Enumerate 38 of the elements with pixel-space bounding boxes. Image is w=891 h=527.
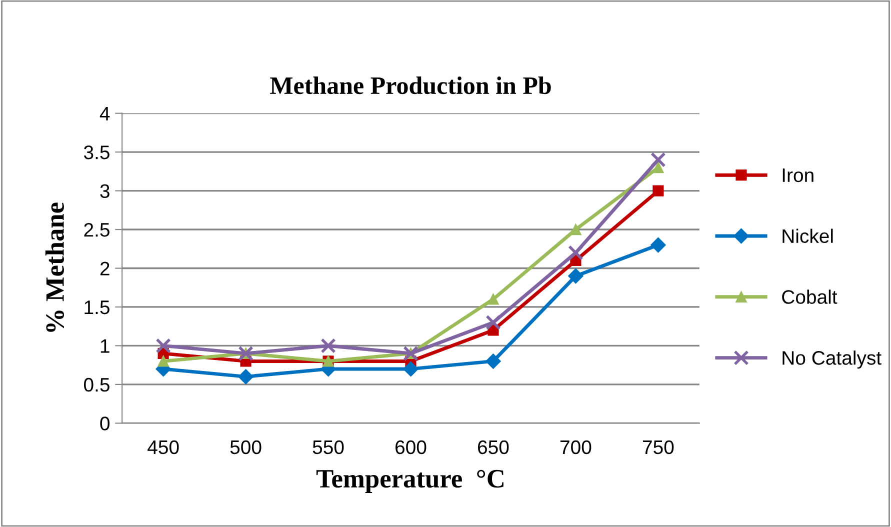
x-tick-label: 550 [312,440,344,454]
y-axis-title: % Methane [45,202,64,332]
x-tick-label: 500 [230,440,262,454]
point [320,338,336,354]
legend-label: Nickel [782,228,833,244]
x-tick-label: 450 [148,440,179,454]
point [652,162,664,174]
point [570,224,582,236]
y-tick-label: 1.5 [84,300,110,314]
legend-label: Cobalt [782,290,838,304]
point [156,338,171,354]
legend-label: No Catalyst [782,350,882,369]
x-tick-label: 600 [396,440,426,454]
y-tick-label: 3 [100,184,110,198]
y-tick-label: 4 [100,106,110,120]
legend-label: Iron [782,168,814,182]
point [650,237,666,253]
x-tick-label: 750 [642,440,674,454]
point [652,185,664,196]
point [488,294,499,305]
chart-title: Methane Production in Pb [270,76,551,94]
point [486,314,501,330]
y-tick-label: 0.5 [84,378,110,392]
y-tick-label: 2 [100,262,110,276]
y-tick-label: 0 [100,416,110,430]
x-axis-title: Temperature °C [316,470,504,494]
y-tick-label: 2.5 [84,222,110,237]
point [158,356,169,367]
point [650,152,666,168]
point [403,361,418,377]
point [568,245,584,260]
y-tick-label: 1 [100,339,110,353]
point [568,268,584,284]
y-tick-label: 3.5 [84,146,110,160]
x-tick-label: 700 [560,440,592,454]
x-tick-label: 650 [478,440,509,454]
point [238,369,254,384]
point [486,354,501,369]
